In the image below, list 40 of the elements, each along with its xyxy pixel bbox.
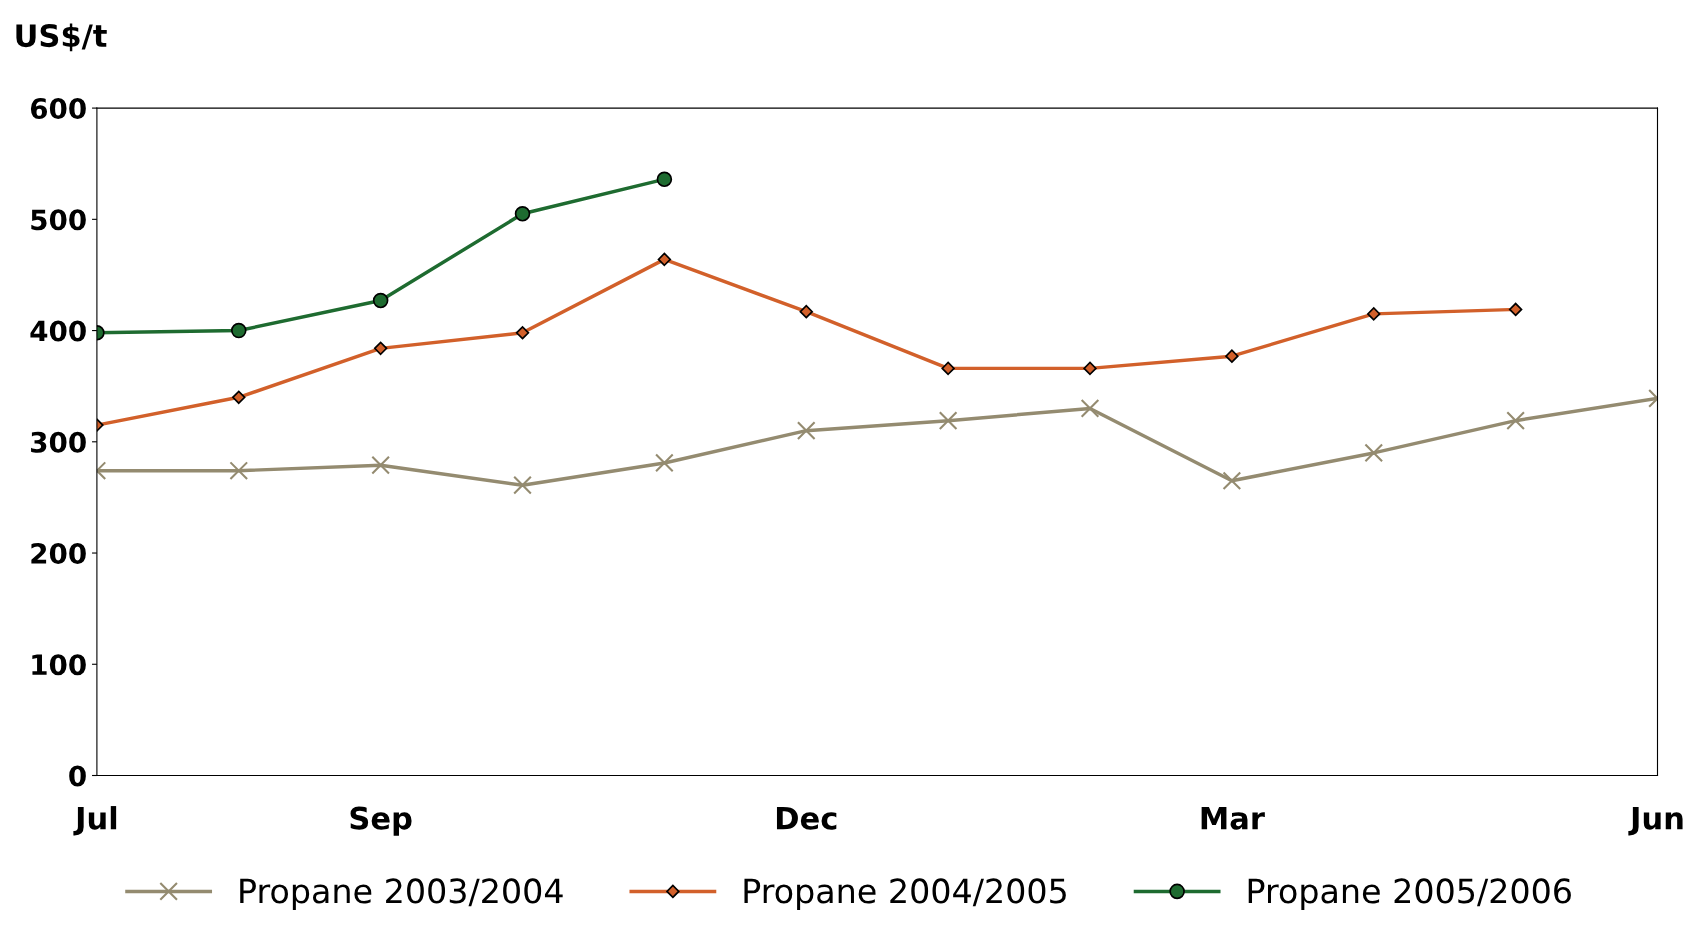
y-tick-label: 100 xyxy=(32,654,86,676)
y-tick-label: 200 xyxy=(31,542,86,564)
y-tick-label: 300 xyxy=(31,431,86,453)
point xyxy=(1364,443,1384,463)
point xyxy=(657,252,672,267)
point xyxy=(1080,399,1100,418)
point xyxy=(373,341,388,356)
point xyxy=(232,390,246,405)
point xyxy=(513,475,532,495)
point xyxy=(941,361,955,376)
point xyxy=(230,322,247,339)
y-tick-label: 400 xyxy=(30,320,86,342)
point xyxy=(371,455,391,475)
x-tick-label: Dec xyxy=(776,807,837,830)
x-tick-label: Jun xyxy=(1628,807,1683,836)
point xyxy=(799,304,813,319)
x-tick-label: Jul xyxy=(73,806,117,836)
legend-label: Propane 2004/2005 xyxy=(744,878,1066,910)
y-tick-label: 500 xyxy=(31,209,86,231)
point xyxy=(938,411,958,431)
point xyxy=(1367,307,1381,321)
x-tick-label: Sep xyxy=(350,806,412,836)
x-tick-label: Mar xyxy=(1201,807,1265,830)
legend-label: Propane 2005/2006 xyxy=(1248,878,1571,910)
y-tick-label: 600 xyxy=(30,98,86,120)
legend-label: Propane 2003/2004 xyxy=(240,878,563,910)
point xyxy=(1222,471,1242,491)
point xyxy=(1506,411,1525,431)
point xyxy=(372,292,389,309)
point xyxy=(229,461,249,481)
y-axis-title: US$/t xyxy=(16,23,107,52)
y-tick-label: 0 xyxy=(69,765,86,787)
point xyxy=(796,421,816,441)
point xyxy=(655,453,674,473)
point xyxy=(515,326,530,340)
point xyxy=(656,171,673,188)
point xyxy=(1225,349,1239,363)
point xyxy=(1083,361,1097,376)
point xyxy=(1508,302,1523,317)
point xyxy=(514,205,531,222)
